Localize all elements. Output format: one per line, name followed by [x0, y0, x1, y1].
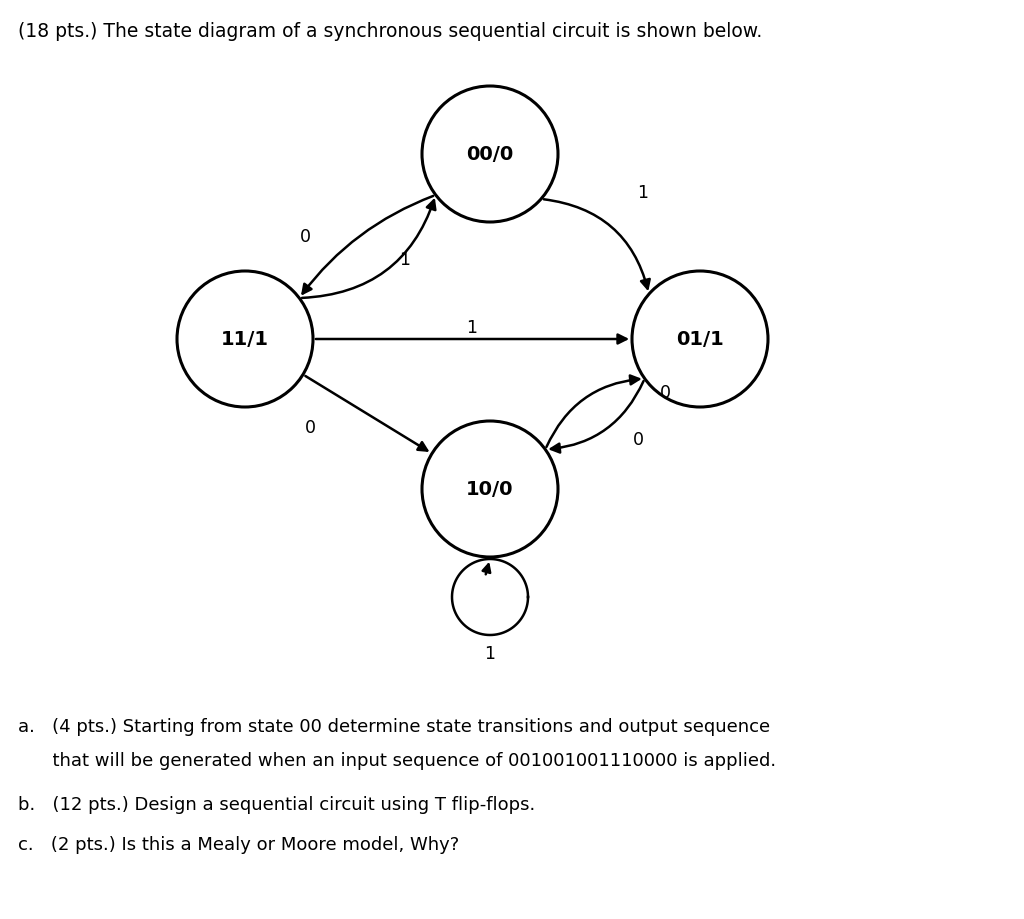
- Text: 11/1: 11/1: [221, 330, 269, 349]
- Text: 10/0: 10/0: [466, 480, 514, 499]
- Text: 0: 0: [659, 383, 671, 402]
- Text: 0: 0: [633, 430, 643, 448]
- Text: a.   (4 pts.) Starting from state 00 determine state transitions and output sequ: a. (4 pts.) Starting from state 00 deter…: [18, 717, 770, 735]
- Text: 1: 1: [484, 644, 496, 663]
- Text: c.   (2 pts.) Is this a Mealy or Moore model, Why?: c. (2 pts.) Is this a Mealy or Moore mod…: [18, 835, 459, 853]
- Text: 0: 0: [304, 418, 315, 437]
- Text: b.   (12 pts.) Design a sequential circuit using T flip-flops.: b. (12 pts.) Design a sequential circuit…: [18, 795, 536, 813]
- Text: 0: 0: [299, 228, 310, 245]
- Text: 00/0: 00/0: [466, 145, 514, 165]
- Text: 1: 1: [399, 251, 411, 268]
- Text: that will be generated when an input sequence of 001001001110000 is applied.: that will be generated when an input seq…: [18, 751, 776, 769]
- Text: 1: 1: [467, 319, 477, 336]
- Text: 1: 1: [638, 184, 648, 202]
- Text: (18 pts.) The state diagram of a synchronous sequential circuit is shown below.: (18 pts.) The state diagram of a synchro…: [18, 22, 762, 41]
- Text: 01/1: 01/1: [676, 330, 724, 349]
